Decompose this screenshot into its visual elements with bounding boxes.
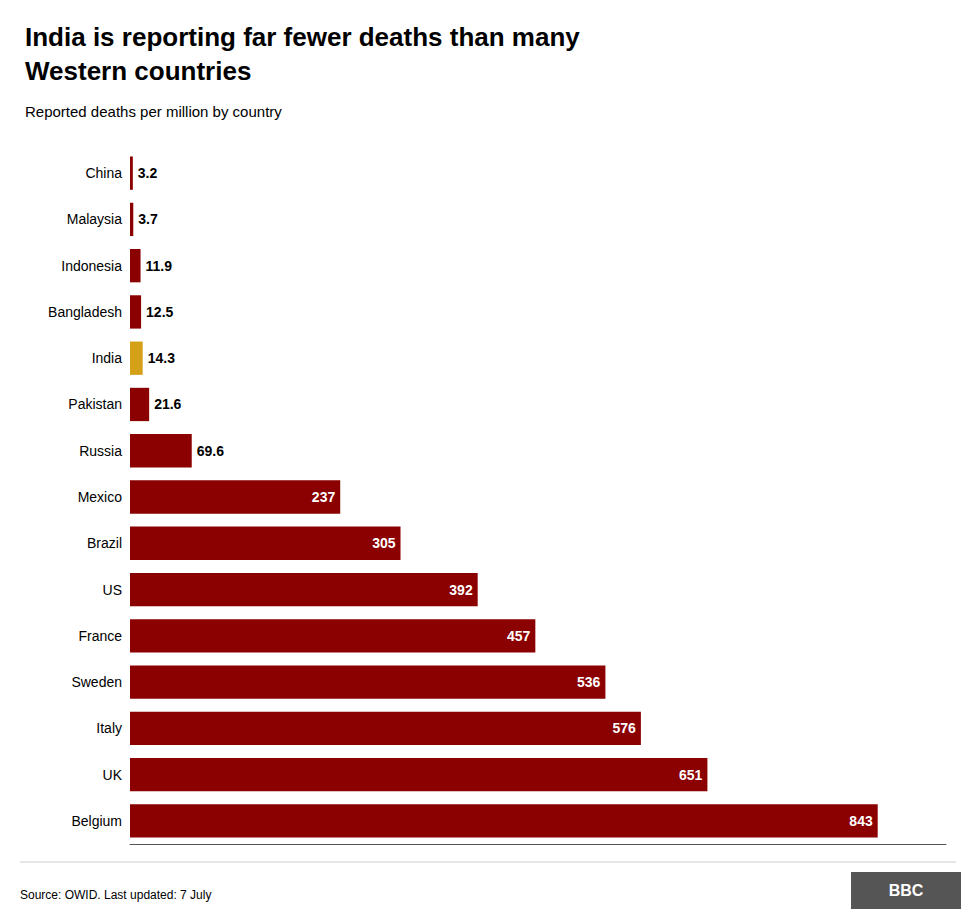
- svg-text:Mexico: Mexico: [78, 489, 123, 505]
- svg-text:457: 457: [507, 628, 531, 644]
- svg-text:3.7: 3.7: [138, 211, 158, 227]
- svg-text:651: 651: [679, 767, 703, 783]
- svg-text:Brazil: Brazil: [87, 535, 122, 551]
- svg-text:Pakistan: Pakistan: [68, 396, 122, 412]
- svg-text:11.9: 11.9: [146, 258, 173, 274]
- svg-text:14.3: 14.3: [148, 350, 175, 366]
- svg-text:Reported deaths per million by: Reported deaths per million by country: [25, 103, 282, 120]
- svg-text:France: France: [78, 628, 122, 644]
- svg-text:Russia: Russia: [79, 443, 122, 459]
- svg-text:237: 237: [312, 489, 336, 505]
- svg-text:305: 305: [372, 535, 396, 551]
- svg-text:India is reporting far fewer d: India is reporting far fewer deaths than…: [25, 22, 580, 52]
- svg-text:Italy: Italy: [96, 720, 122, 736]
- svg-text:India: India: [92, 350, 123, 366]
- svg-text:Bangladesh: Bangladesh: [48, 304, 122, 320]
- svg-text:Belgium: Belgium: [71, 813, 122, 829]
- svg-text:China: China: [85, 165, 122, 181]
- svg-text:US: US: [103, 582, 122, 598]
- svg-text:21.6: 21.6: [154, 396, 181, 412]
- svg-text:392: 392: [449, 582, 473, 598]
- svg-text:Source: OWID. Last updated: 7: Source: OWID. Last updated: 7 July: [20, 888, 211, 902]
- svg-text:843: 843: [849, 813, 873, 829]
- svg-text:12.5: 12.5: [146, 304, 173, 320]
- svg-text:Sweden: Sweden: [71, 674, 122, 690]
- svg-text:Western countries: Western countries: [25, 56, 251, 86]
- svg-text:69.6: 69.6: [197, 443, 224, 459]
- svg-text:576: 576: [613, 720, 637, 736]
- svg-text:BBC: BBC: [889, 882, 924, 899]
- svg-text:536: 536: [577, 674, 601, 690]
- svg-text:Malaysia: Malaysia: [67, 211, 122, 227]
- svg-text:UK: UK: [103, 767, 123, 783]
- svg-text:Indonesia: Indonesia: [61, 258, 122, 274]
- svg-text:3.2: 3.2: [138, 165, 158, 181]
